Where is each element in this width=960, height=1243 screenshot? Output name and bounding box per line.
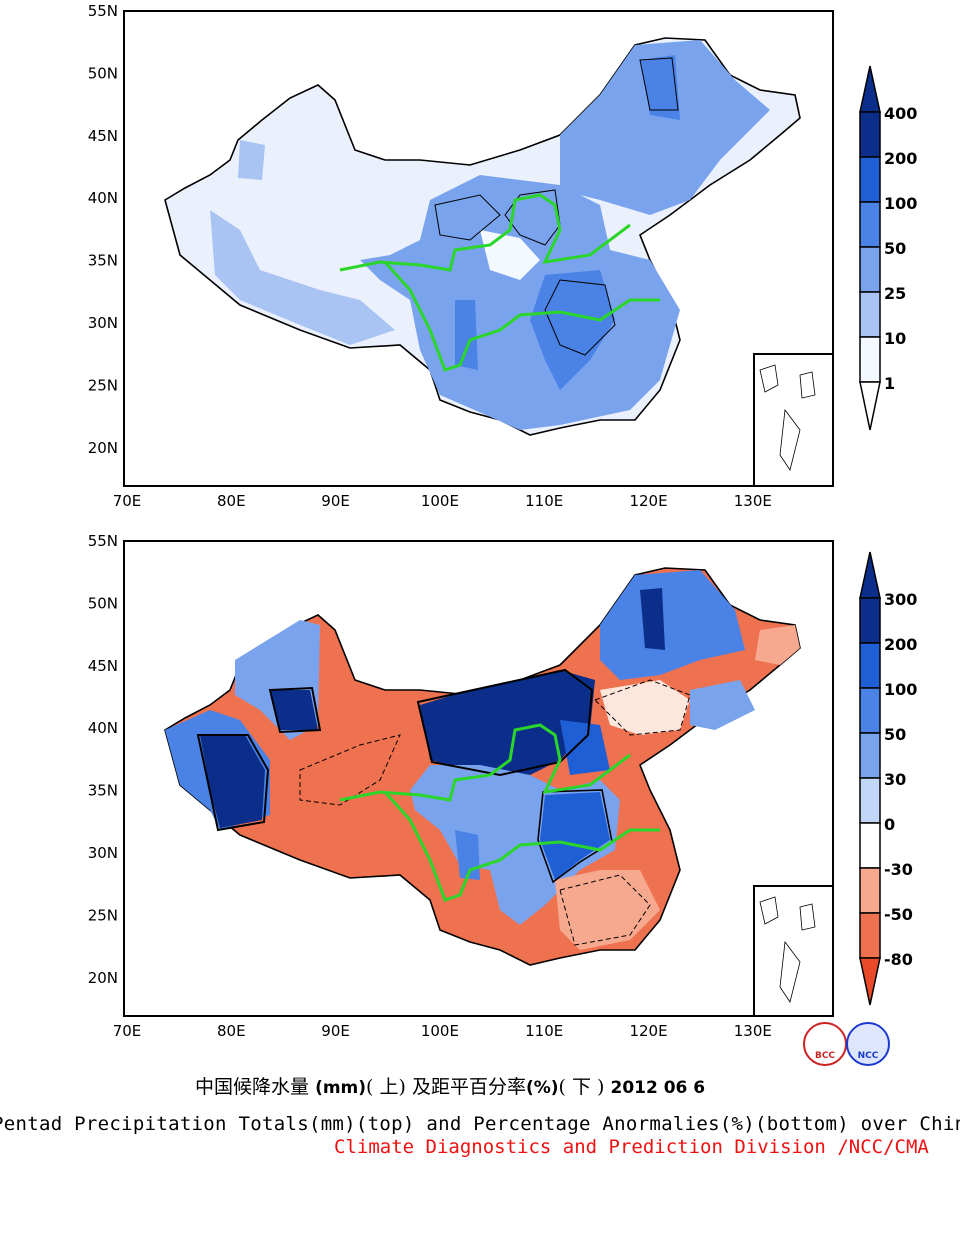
legend-level-label: 100 — [884, 680, 917, 699]
lon-tick-label: 80E — [217, 1022, 246, 1040]
legend-level-label: 50 — [884, 725, 906, 744]
lat-tick-label: 55N — [88, 2, 118, 20]
lat-tick-label: 40N — [88, 189, 118, 207]
caption-chinese: 中国候降水量 (mm)( 上) 及距平百分率(%)( 下 ) 2012 06 6 — [195, 1076, 706, 1098]
lat-tick-label: 30N — [88, 844, 118, 862]
legend-level-label: -80 — [884, 950, 913, 969]
lon-tick-label: 130E — [734, 1022, 772, 1040]
legend-level-label: 1 — [884, 374, 895, 393]
lat-tick-label: 30N — [88, 314, 118, 332]
legend-level-label: 30 — [884, 770, 906, 789]
ncc-logo: NCC — [846, 1022, 890, 1066]
caption-english: Pentad Precipitation Totals(mm)(top) and… — [0, 1113, 960, 1135]
legend-level-label: 200 — [884, 635, 917, 654]
legend-level-label: -50 — [884, 905, 913, 924]
lon-tick-label: 110E — [525, 492, 563, 510]
lat-tick-label: 50N — [88, 594, 118, 612]
lat-tick-label: 40N — [88, 719, 118, 737]
legend-level-label: 25 — [884, 284, 906, 303]
lat-tick-label: 35N — [88, 252, 118, 270]
bottom-anomaly-map: 55N 50N 45N 40N 35N 30N 25N 20N 70E 80E 90E 100E 110… — [88, 532, 918, 1040]
top-colorbar — [859, 65, 881, 431]
lat-tick-label: 50N — [88, 64, 118, 82]
lat-tick-label: 35N — [88, 782, 118, 800]
legend-level-label: 400 — [884, 104, 917, 123]
lon-tick-label: 70E — [113, 492, 142, 510]
lon-tick-label: 70E — [113, 1022, 142, 1040]
lon-tick-label: 90E — [321, 492, 350, 510]
lon-tick-label: 100E — [421, 492, 459, 510]
lat-tick-label: 45N — [88, 127, 118, 145]
bcc-logo: BCC — [803, 1022, 847, 1066]
lon-tick-label: 80E — [217, 492, 246, 510]
legend-level-label: 50 — [884, 239, 906, 258]
legend-level-label: 0 — [884, 815, 895, 834]
lon-tick-label: 130E — [734, 492, 772, 510]
lon-tick-label: 90E — [321, 1022, 350, 1040]
lon-tick-label: 110E — [525, 1022, 563, 1040]
lon-tick-label: 120E — [629, 1022, 667, 1040]
lon-tick-label: 100E — [421, 1022, 459, 1040]
legend-level-label: 300 — [884, 590, 917, 609]
bottom-colorbar — [859, 551, 881, 1006]
lat-tick-label: 25N — [88, 376, 118, 394]
lat-tick-label: 20N — [88, 969, 118, 987]
legend-level-label: 100 — [884, 194, 917, 213]
caption-organization: Climate Diagnostics and Prediction Divis… — [334, 1136, 929, 1158]
lat-tick-label: 25N — [88, 906, 118, 924]
legend-level-label: -30 — [884, 860, 913, 879]
lat-tick-label: 45N — [88, 657, 118, 675]
lat-tick-label: 20N — [88, 439, 118, 457]
lat-tick-label: 55N — [88, 532, 118, 550]
legend-level-label: 200 — [884, 149, 917, 168]
lon-tick-label: 120E — [629, 492, 667, 510]
legend-level-label: 10 — [884, 329, 906, 348]
